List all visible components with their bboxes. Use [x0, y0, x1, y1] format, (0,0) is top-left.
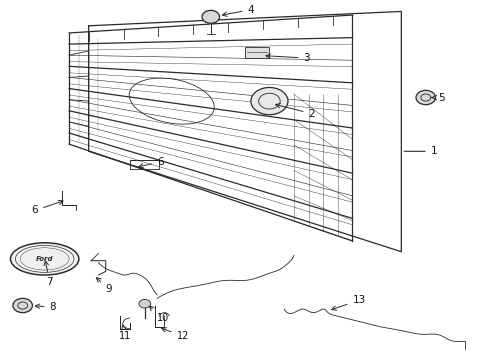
Text: 3: 3	[266, 53, 310, 63]
Ellipse shape	[10, 243, 79, 275]
Text: 1: 1	[404, 146, 437, 156]
Text: 8: 8	[35, 302, 56, 312]
Text: 10: 10	[149, 306, 170, 323]
Text: 12: 12	[162, 328, 189, 341]
Circle shape	[202, 10, 220, 23]
Text: 7: 7	[44, 261, 53, 287]
Text: 5: 5	[432, 93, 444, 103]
Bar	[245, 46, 270, 58]
Text: 2: 2	[275, 103, 315, 119]
Text: Ford: Ford	[36, 256, 53, 262]
Text: 9: 9	[97, 278, 112, 294]
Text: 6: 6	[31, 200, 63, 216]
Circle shape	[13, 298, 32, 313]
Circle shape	[251, 87, 288, 115]
Text: 6: 6	[139, 157, 164, 168]
Circle shape	[416, 90, 436, 105]
Text: 13: 13	[332, 295, 366, 310]
Text: 4: 4	[222, 5, 254, 17]
Text: 11: 11	[119, 325, 131, 341]
Circle shape	[139, 300, 151, 308]
